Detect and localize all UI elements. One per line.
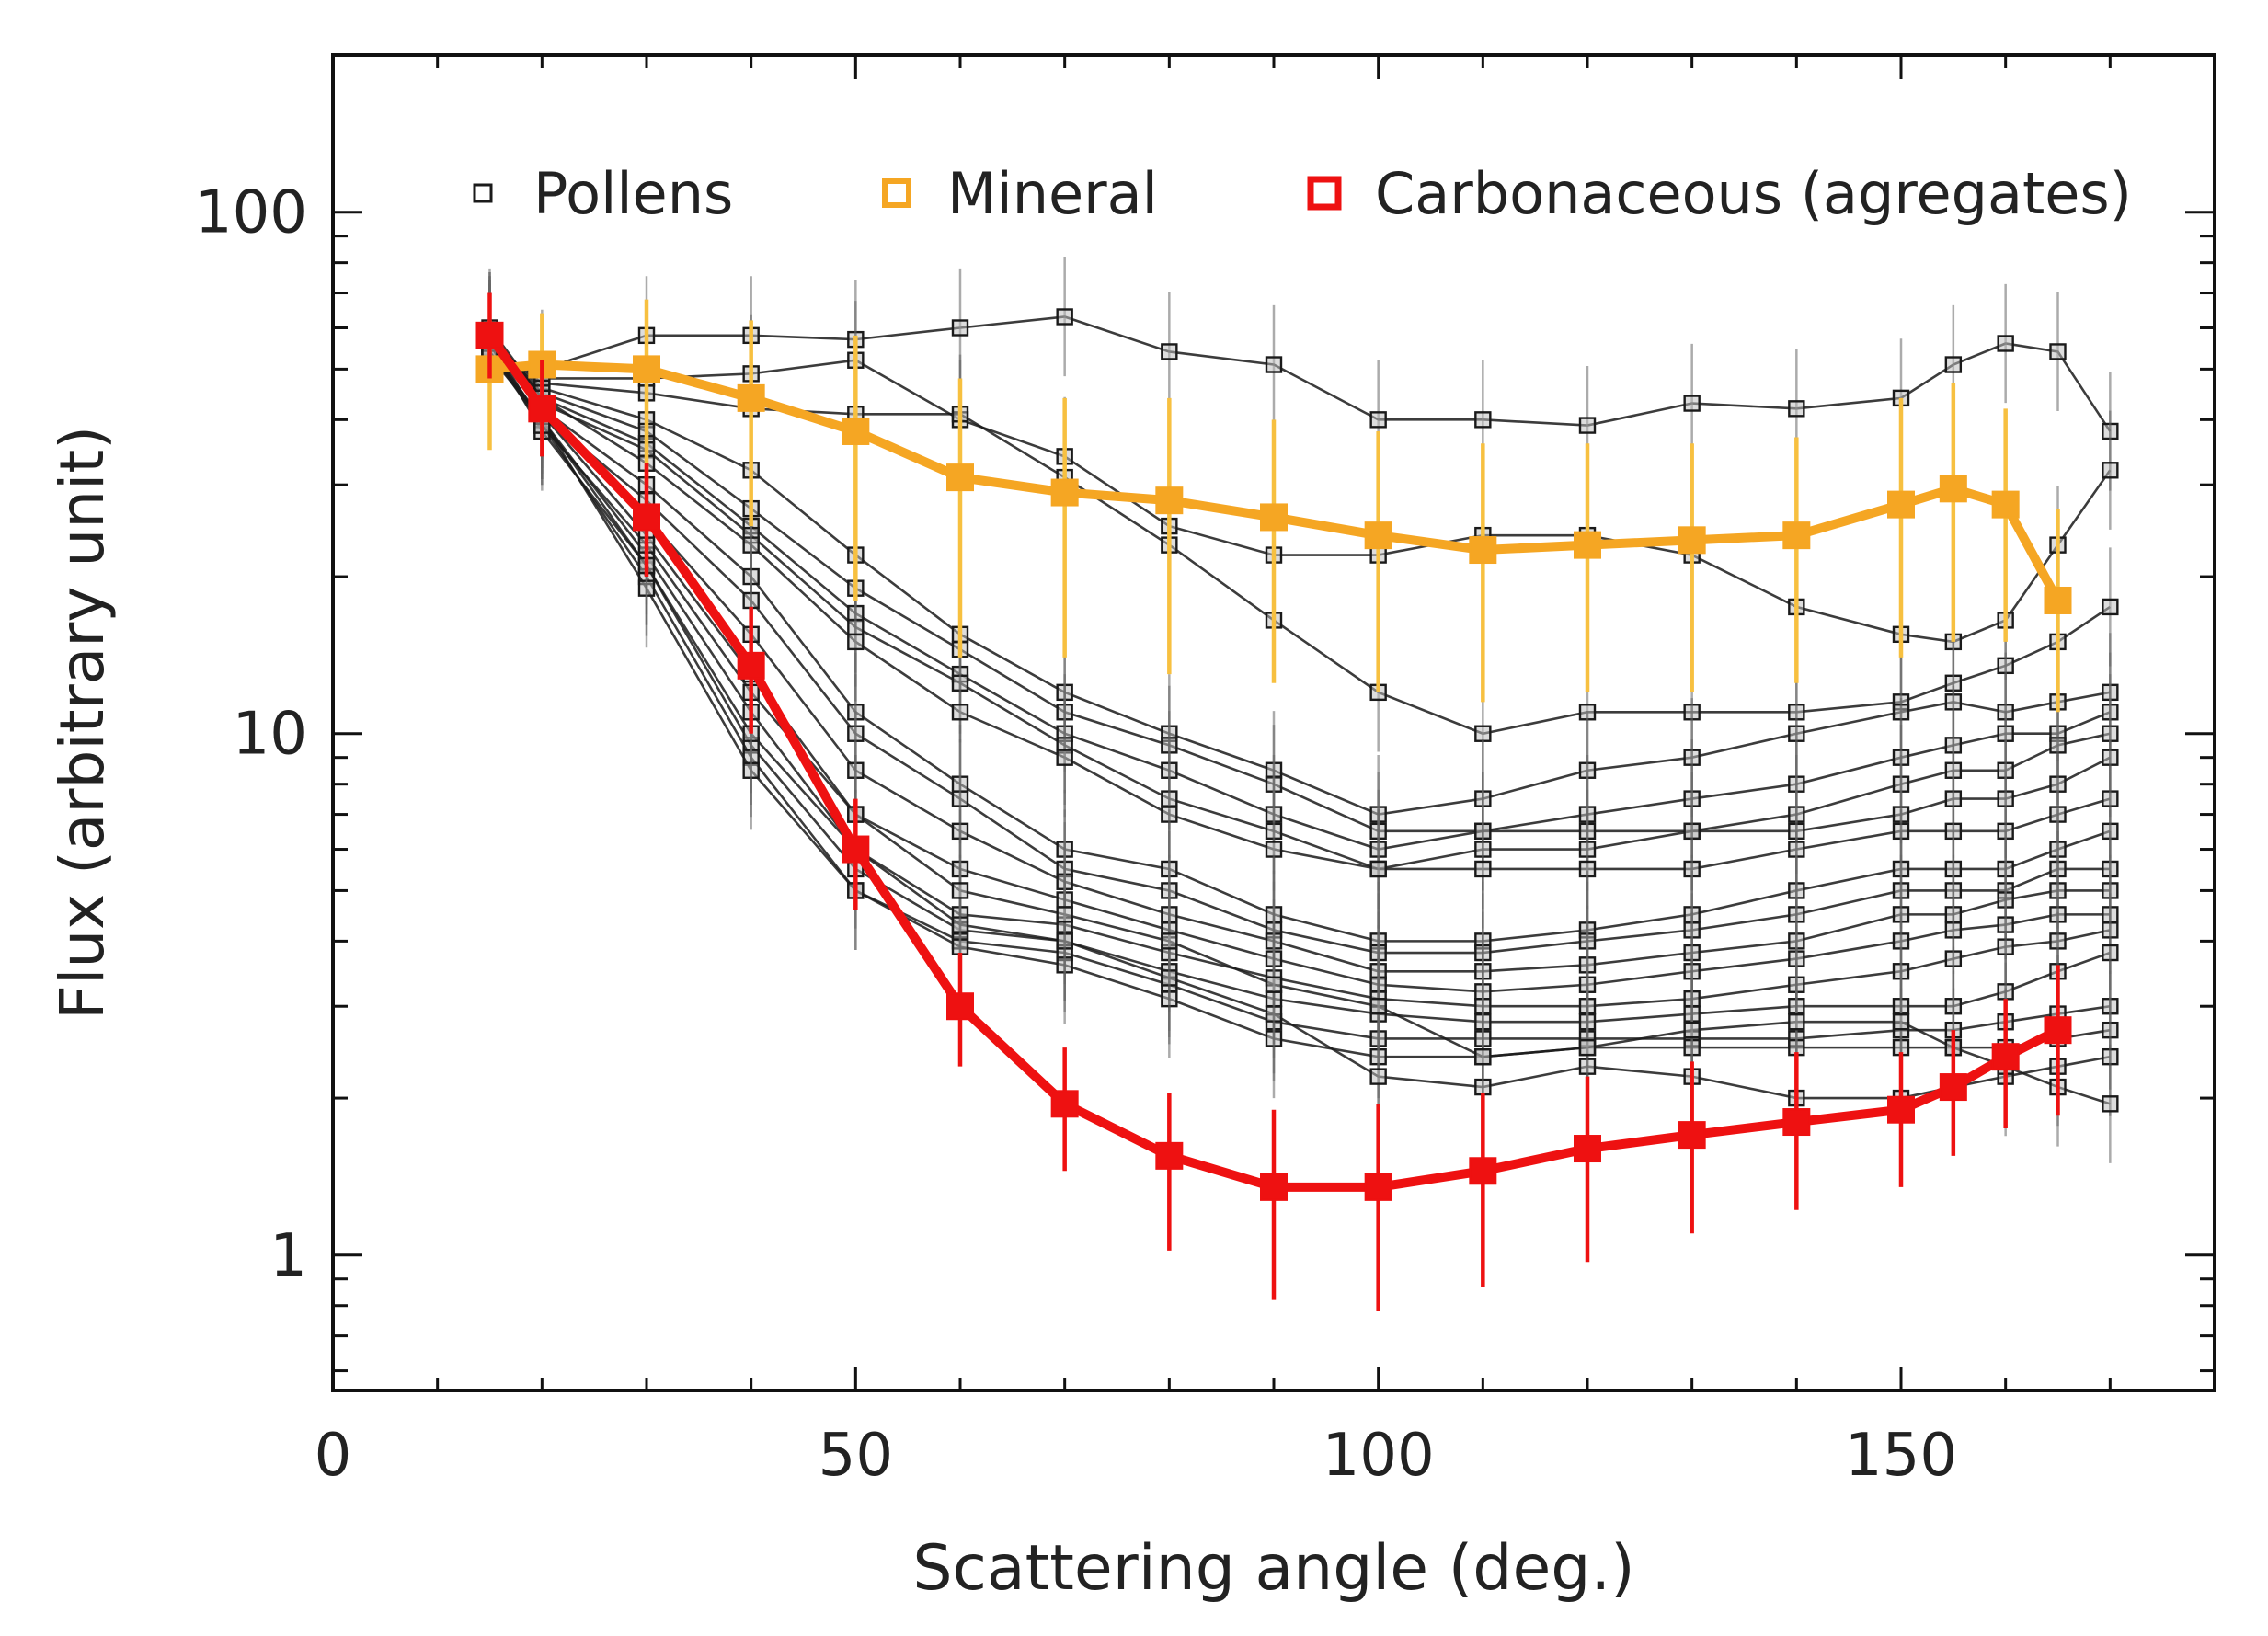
carbonaceous-point [1991, 1043, 2020, 1071]
x-tick-label: 50 [819, 1422, 893, 1490]
mineral-point [2044, 586, 2072, 614]
pollen-point [1161, 343, 1178, 360]
pollen-point [2049, 343, 2067, 360]
pollen-point [1265, 356, 1283, 373]
legend-marker [473, 183, 493, 203]
x-tick-label: 100 [1323, 1422, 1435, 1490]
mineral-point [842, 417, 870, 445]
mineral-series-group [475, 299, 2072, 713]
pollen-series-line [488, 338, 2111, 1040]
mineral-point [1991, 490, 2020, 519]
pollen-series-line [488, 347, 2111, 1008]
pollen-point [1265, 841, 1283, 858]
y-axis-label: Flux (arbitrary unit) [47, 426, 118, 1020]
pollen-point [1369, 998, 1387, 1015]
mineral-point [1887, 490, 1915, 519]
carbonaceous-point [1782, 1108, 1811, 1137]
pollen-point [1056, 308, 1073, 326]
pollen-point [1788, 400, 1805, 418]
mineral-point [1782, 521, 1811, 550]
x-axis: 0 50 100 150 [315, 55, 2216, 1490]
pollen-point [1892, 1013, 1910, 1031]
pollen-series-line [488, 338, 2111, 871]
pollen-point [1369, 1068, 1387, 1085]
pollen-point [1369, 411, 1387, 429]
pollen-point [1474, 411, 1492, 429]
legend-marker [1307, 176, 1342, 211]
carbonaceous-point [737, 651, 765, 680]
carbonaceous-point [842, 835, 870, 864]
pollen-point [1788, 1013, 1805, 1031]
carbonaceous-point [1050, 1090, 1079, 1118]
carbonaceous-point [1469, 1157, 1497, 1185]
mineral-point [1260, 503, 1288, 532]
pollen-series-line [488, 342, 2111, 1100]
carbonaceous-point [1678, 1121, 1706, 1150]
carbonaceous-point [1574, 1135, 1601, 1163]
pollen-series-line [488, 326, 2111, 871]
legend-label: Mineral [947, 160, 1158, 227]
carbonaceous-point [1887, 1095, 1915, 1124]
pollen-point [1474, 1047, 1492, 1066]
pollen-point [1578, 417, 1597, 434]
carbonaceous-point [528, 395, 556, 423]
pollen-point [1474, 860, 1492, 878]
pollen-point [1997, 335, 2014, 352]
legend: Pollens Mineral Carbonaceous (agregates) [473, 160, 2132, 227]
carbonaceous-point [946, 992, 974, 1021]
pollen-point [1265, 976, 1283, 993]
carbonaceous-point [1260, 1173, 1288, 1201]
x-axis-label: Scattering angle (deg.) [912, 1532, 1634, 1605]
pollen-point [1056, 906, 1073, 923]
mineral-point [1155, 486, 1184, 515]
mineral-point [1050, 478, 1079, 507]
mineral-point [737, 383, 765, 412]
pollen-point [2102, 598, 2119, 616]
pollen-point [951, 704, 969, 721]
legend-label: Carbonaceous (agregates) [1375, 160, 2132, 227]
x-tick-label: 150 [1845, 1422, 1957, 1490]
mineral-point [1678, 526, 1706, 555]
pollen-point [1369, 860, 1387, 878]
pollen-point [1683, 395, 1701, 412]
carbonaceous-point [1155, 1141, 1184, 1170]
mineral-point [1364, 521, 1392, 550]
mineral-point [1939, 475, 1967, 503]
carbonaceous-point [1939, 1073, 1967, 1102]
pollen-point [2102, 1095, 2119, 1113]
y-tick-label: 1 [269, 1222, 307, 1290]
legend-label: Pollens [533, 160, 733, 227]
pollen-series-line [488, 330, 2111, 851]
pollen-point [1944, 356, 1963, 373]
legend-marker [882, 178, 911, 208]
pollen-point [1056, 749, 1073, 766]
pollen-point [1683, 1021, 1701, 1039]
carbonaceous-point [2044, 1016, 2072, 1045]
carbonaceous-series-group [475, 292, 2072, 1311]
pollen-point [1161, 932, 1178, 950]
pollen-point [847, 633, 865, 651]
y-axis: 1 10 100 [195, 53, 2215, 1373]
pollen-point [2102, 462, 2119, 479]
mineral-point [1574, 531, 1601, 559]
pollen-point [951, 882, 969, 899]
carbonaceous-point [633, 503, 660, 532]
pollen-point [1578, 1038, 1597, 1057]
carbonaceous-point [475, 321, 504, 349]
carbonaceous-point [1364, 1173, 1392, 1201]
mineral-point [946, 463, 974, 492]
x-tick-label: 0 [315, 1422, 352, 1490]
pollen-point [951, 319, 969, 337]
y-tick-label: 100 [195, 179, 307, 247]
y-tick-label: 10 [233, 701, 307, 769]
pollen-series-line [488, 330, 2111, 993]
pollen-series-line [488, 338, 2111, 816]
mineral-point [1469, 536, 1497, 565]
mineral-point [633, 355, 660, 383]
pollen-point [1474, 725, 1492, 742]
